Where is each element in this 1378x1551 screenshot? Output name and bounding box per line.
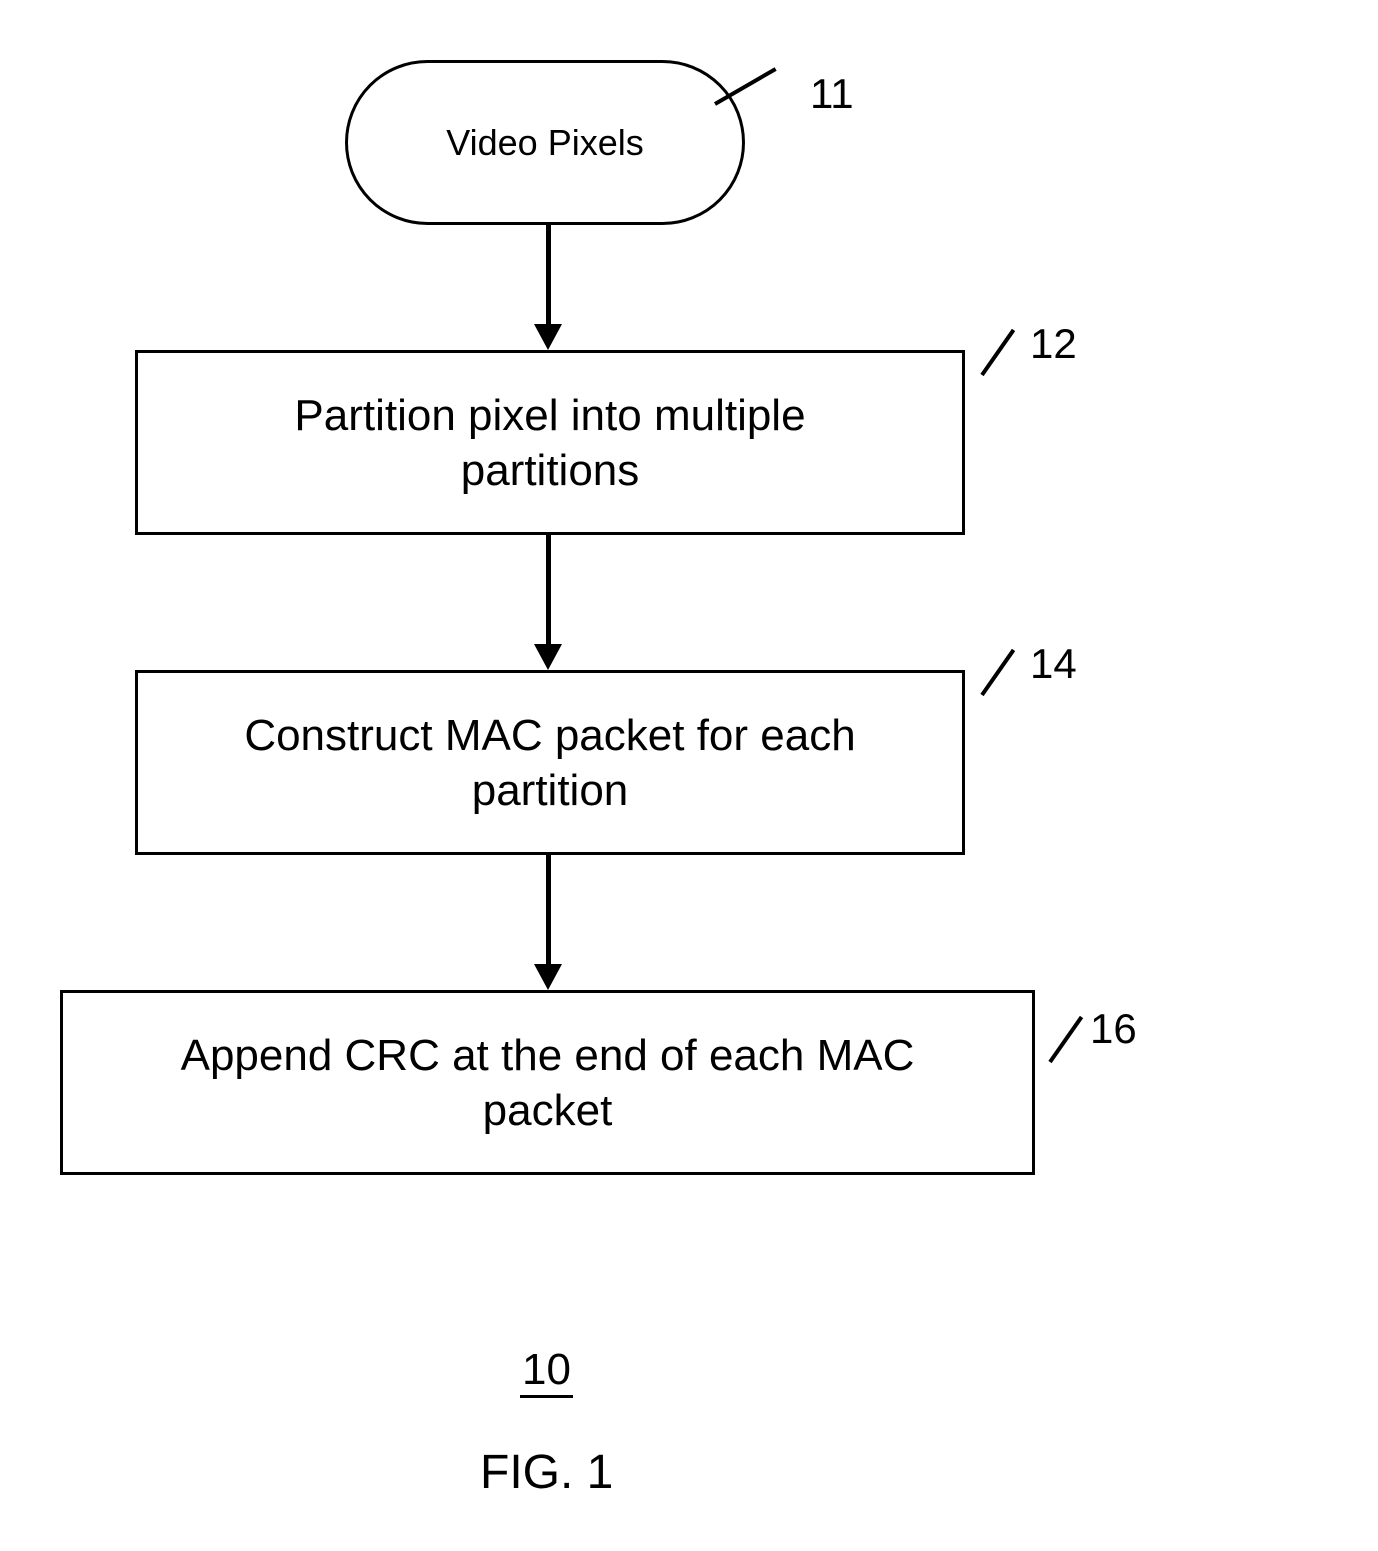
figure-caption: FIG. 1 bbox=[480, 1445, 613, 1500]
ref-label-14: 14 bbox=[1030, 640, 1077, 688]
node-label: Partition pixel into multiple partitions bbox=[294, 388, 805, 498]
edge-12-14 bbox=[546, 535, 551, 644]
node-label: Append CRC at the end of each MAC packet bbox=[181, 1028, 915, 1138]
node-label: Video Pixels bbox=[446, 120, 643, 165]
node-construct-mac: Construct MAC packet for each partition bbox=[135, 670, 965, 855]
ref-line-12 bbox=[980, 329, 1015, 376]
node-append-crc: Append CRC at the end of each MAC packet bbox=[60, 990, 1035, 1175]
edge-14-16-head bbox=[534, 964, 562, 990]
node-partition-pixel: Partition pixel into multiple partitions bbox=[135, 350, 965, 535]
ref-line-16 bbox=[1048, 1016, 1083, 1063]
edge-11-12 bbox=[546, 225, 551, 324]
ref-label-12: 12 bbox=[1030, 320, 1077, 368]
ref-line-14 bbox=[980, 649, 1015, 696]
figure-number: 10 bbox=[520, 1345, 573, 1398]
flowchart-canvas: Video Pixels 11 Partition pixel into mul… bbox=[0, 0, 1378, 1551]
node-video-pixels: Video Pixels bbox=[345, 60, 745, 225]
node-label: Construct MAC packet for each partition bbox=[244, 708, 855, 818]
ref-label-11: 11 bbox=[810, 70, 854, 118]
edge-11-12-head bbox=[534, 324, 562, 350]
ref-label-16: 16 bbox=[1090, 1005, 1137, 1053]
edge-12-14-head bbox=[534, 644, 562, 670]
edge-14-16 bbox=[546, 855, 551, 964]
